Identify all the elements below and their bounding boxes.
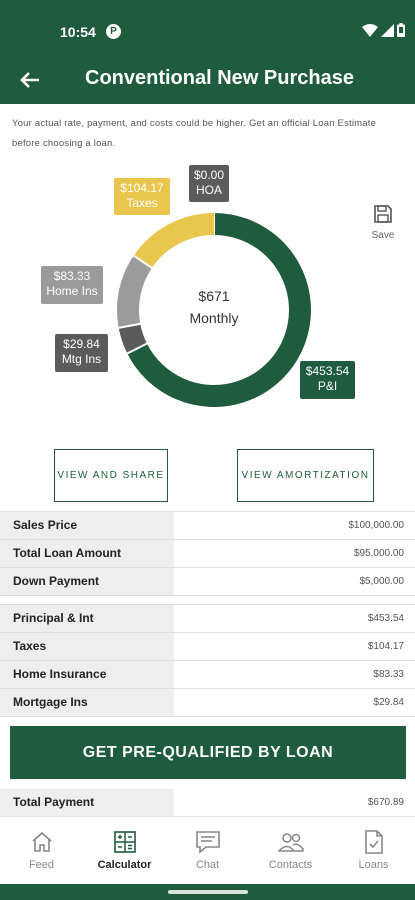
status-time: 10:54 (60, 24, 96, 40)
slice-separator (117, 322, 142, 330)
slice-separator (132, 254, 154, 270)
row-label: Down Payment (0, 568, 174, 595)
table-row: Principal & Int $453.54 (0, 605, 415, 633)
slice-name: Taxes (126, 196, 158, 210)
disclaimer-text: Your actual rate, payment, and costs cou… (12, 118, 377, 149)
get-prequalified-button[interactable]: GET PRE-QUALIFIED BY LOAN (10, 726, 406, 779)
nav-label: Feed (28, 859, 55, 871)
page-title: Conventional New Purchase (85, 67, 354, 89)
slice-amount: $29.84 (63, 337, 100, 351)
table-row: Down Payment $5,000.00 (0, 568, 415, 596)
gesture-handle[interactable] (168, 890, 248, 894)
row-value: $83.33 (373, 669, 404, 680)
slice-label-mtg-ins: $29.84 Mtg Ins (55, 334, 108, 372)
home-icon (31, 831, 52, 852)
loan-summary-table: Sales Price $100,000.00 Total Loan Amoun… (0, 511, 415, 596)
slice-label-hoa: $0.00 HOA (189, 165, 229, 202)
slice-name: P&I (317, 379, 338, 393)
payment-donut-chart: $671 Monthly (0, 150, 415, 450)
total-payment-table: Total Payment $670.89 (0, 789, 415, 817)
nav-label: Chat (195, 859, 220, 871)
slice-label-home-ins: $83.33 Home Ins (41, 266, 103, 304)
table-row: Taxes $104.17 (0, 633, 415, 661)
save-button[interactable]: Save (369, 204, 397, 241)
nav-item-calculator[interactable]: Calculator (83, 817, 166, 884)
slice-name: Home Ins (46, 284, 98, 298)
arrow-left-icon (20, 72, 39, 88)
chart-center-label: Monthly (189, 310, 239, 326)
view-amortization-button[interactable]: VIEW AMORTIZATION (237, 449, 374, 502)
row-label: Taxes (0, 633, 174, 660)
donut-slice-home-ins (117, 255, 153, 328)
calculator-icon (113, 831, 136, 853)
row-label: Home Insurance (0, 661, 174, 688)
slice-amount: $453.54 (305, 364, 350, 378)
document-icon (364, 830, 383, 854)
app-bar: Conventional New Purchase (0, 56, 415, 104)
donut-slice-mtg-ins (118, 323, 148, 354)
table-row: Total Loan Amount $95,000.00 (0, 540, 415, 568)
slice-name: Mtg Ins (61, 352, 102, 366)
nav-label: Calculator (97, 859, 152, 871)
row-value: $100,000.00 (348, 520, 404, 531)
save-icon (374, 205, 392, 223)
status-bar: 10:54 P (0, 0, 415, 56)
donut-slice-p-i (127, 213, 311, 407)
row-value: $95,000.00 (353, 548, 404, 559)
nav-label: Loans (358, 859, 389, 871)
slice-separator (125, 342, 149, 355)
donut-svg (117, 212, 311, 407)
nav-item-loans[interactable]: Loans (332, 817, 415, 884)
back-button[interactable] (14, 64, 46, 96)
slice-amount: $104.17 (120, 181, 164, 195)
row-label: Principal & Int (0, 605, 174, 632)
signal-icon (381, 23, 394, 37)
nav-item-feed[interactable]: Feed (0, 817, 83, 884)
app-notification-icon: P (106, 24, 121, 39)
wifi-icon (362, 23, 378, 37)
slice-label-taxes: $104.17 Taxes (114, 178, 170, 215)
nav-item-contacts[interactable]: Contacts (249, 817, 332, 884)
slice-name: HOA (195, 183, 222, 197)
row-label: Mortgage Ins (0, 689, 174, 716)
contacts-icon (277, 833, 304, 852)
slice-label-pi: $453.54 P&I (300, 361, 355, 399)
table-row: Mortgage Ins $29.84 (0, 689, 415, 717)
save-label: Save (371, 230, 395, 241)
battery-icon (397, 23, 405, 37)
slice-amount: $0.00 (193, 168, 225, 182)
donut-slice-taxes (133, 213, 215, 269)
slice-amount: $83.33 (53, 269, 91, 283)
nav-label: Contacts (268, 859, 313, 871)
row-label: Sales Price (0, 512, 174, 539)
row-label: Total Payment (0, 789, 174, 816)
row-value: $29.84 (373, 697, 404, 708)
table-row: Sales Price $100,000.00 (0, 512, 415, 540)
row-value: $670.89 (367, 797, 404, 808)
table-row: Total Payment $670.89 (0, 789, 415, 817)
table-row: Home Insurance $83.33 (0, 661, 415, 689)
payment-breakdown-table: Principal & Int $453.54 Taxes $104.17 Ho… (0, 604, 415, 717)
row-value: $5,000.00 (359, 576, 405, 587)
chat-icon (195, 831, 220, 854)
row-label: Total Loan Amount (0, 540, 174, 567)
view-and-share-button[interactable]: VIEW AND SHARE (54, 449, 168, 502)
status-icons (362, 23, 405, 37)
bottom-nav: Feed Calculator Chat Contacts Loans (0, 816, 415, 884)
gesture-bar (0, 884, 415, 900)
row-value: $104.17 (367, 641, 404, 652)
nav-item-chat[interactable]: Chat (166, 817, 249, 884)
chart-center-amount: $671 (198, 288, 230, 304)
row-value: $453.54 (367, 613, 404, 624)
